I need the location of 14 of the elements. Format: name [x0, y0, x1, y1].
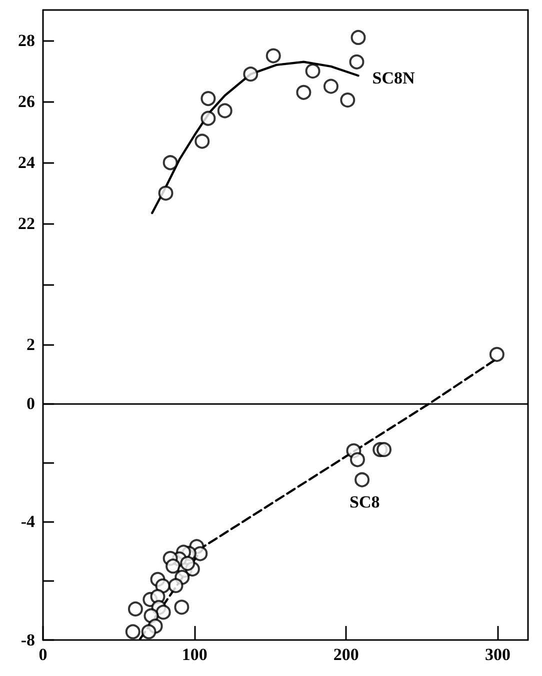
y-tick-label: -4 — [20, 512, 36, 532]
y-tick-label: 22 — [18, 214, 35, 234]
x-tick-label: 100 — [182, 645, 208, 664]
y-tick-label: -8 — [20, 630, 35, 650]
y-tick-label: 2 — [26, 334, 35, 354]
x-tick-label: 200 — [333, 645, 359, 664]
x-tick-label: 300 — [484, 645, 510, 664]
y-tick-label: 26 — [18, 92, 35, 112]
x-tick-label: 0 — [38, 645, 48, 664]
y-tick-label: 0 — [26, 394, 35, 413]
y-tick-label: 28 — [18, 31, 35, 50]
series-label: SC8 — [349, 492, 380, 512]
series-label: SC8N — [372, 68, 416, 88]
y-tick-label: 24 — [18, 153, 36, 172]
